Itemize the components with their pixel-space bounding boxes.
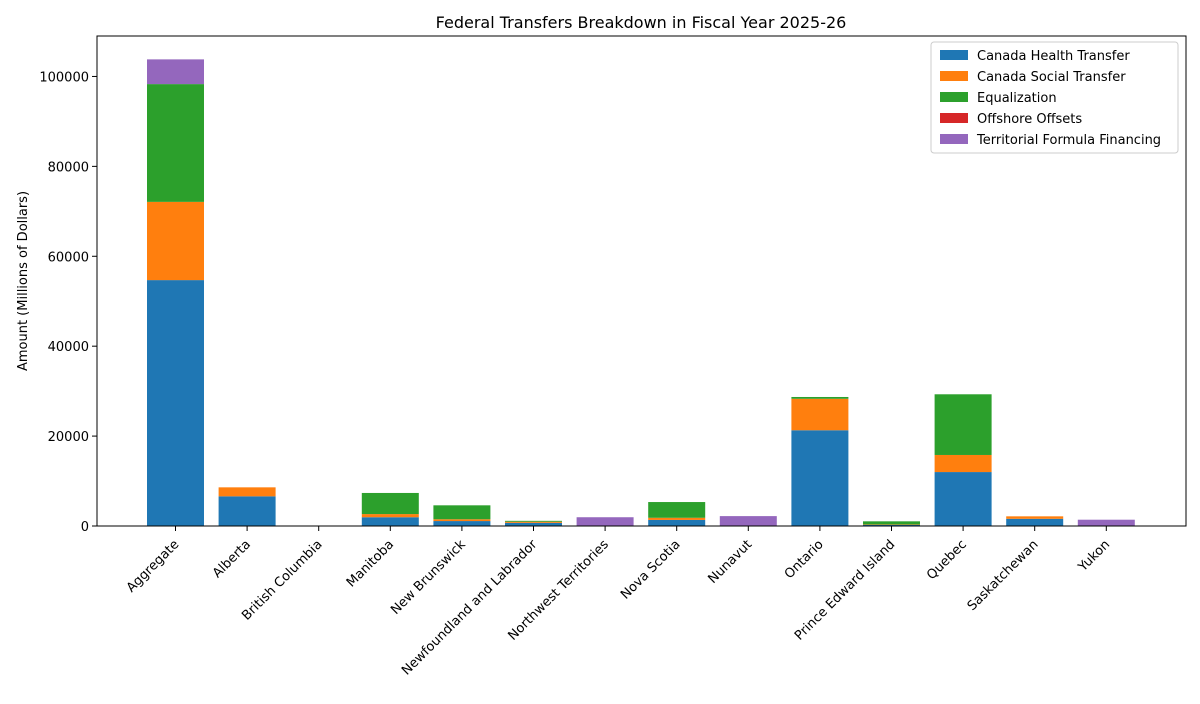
y-tick-label: 100000 <box>39 70 89 85</box>
bar-canada-social-transfer-new-brunswick <box>433 519 490 521</box>
legend-swatch-offshore-offsets <box>940 113 968 123</box>
x-tick-label-manitoba: Manitoba <box>344 537 397 590</box>
legend: Canada Health Transfer Canada Social Tran… <box>931 42 1178 153</box>
bar-canada-health-transfer-aggregate <box>147 280 204 526</box>
legend-swatch-canada-health-transfer <box>940 50 968 60</box>
y-tick-label: 20000 <box>48 430 89 445</box>
bar-territorial-formula-financing-aggregate <box>147 59 204 84</box>
legend-swatch-territorial-formula-financing <box>940 134 968 144</box>
y-tick-label: 0 <box>81 520 89 535</box>
bar-canada-social-transfer-manitoba <box>362 514 419 517</box>
legend-swatch-equalization <box>940 92 968 102</box>
bar-equalization-new-brunswick <box>433 505 490 519</box>
y-axis-label: Amount (Millions of Dollars) <box>16 191 31 371</box>
x-tick-label-alberta: Alberta <box>210 537 254 581</box>
bar-equalization-prince-edward-island <box>863 521 920 524</box>
bar-canada-health-transfer-quebec <box>935 472 992 526</box>
bar-canada-social-transfer-alberta <box>219 487 276 496</box>
bar-equalization-aggregate <box>147 84 204 202</box>
legend-swatch-canada-social-transfer <box>940 71 968 81</box>
legend-label-equalization: Equalization <box>977 91 1057 106</box>
y-tick-label: 40000 <box>48 340 89 355</box>
bar-canada-health-transfer-new-brunswick <box>433 521 490 526</box>
bar-canada-health-transfer-alberta <box>219 496 276 526</box>
x-tick-label-yukon: Yukon <box>1075 537 1113 575</box>
bar-canada-social-transfer-saskatchewan <box>1006 516 1063 518</box>
legend-label-canada-health-transfer: Canada Health Transfer <box>977 49 1130 64</box>
bar-equalization-ontario <box>791 397 848 399</box>
bar-canada-health-transfer-manitoba <box>362 517 419 526</box>
x-tick-label-nova-scotia: Nova Scotia <box>618 537 683 602</box>
legend-label-territorial-formula-financing: Territorial Formula Financing <box>976 133 1161 148</box>
bar-canada-social-transfer-ontario <box>791 399 848 430</box>
x-tick-label-new-brunswick: New Brunswick <box>388 537 469 618</box>
x-tick-label-nunavut: Nunavut <box>705 537 755 587</box>
legend-label-canada-social-transfer: Canada Social Transfer <box>977 70 1126 85</box>
x-tick-label-saskatchewan: Saskatchewan <box>965 537 1042 614</box>
x-tick-label-ontario: Ontario <box>782 537 827 582</box>
x-tick-label-aggregate: Aggregate <box>124 537 183 596</box>
y-tick-label: 80000 <box>48 160 89 175</box>
x-tick-label-british-columbia: British Columbia <box>239 537 325 623</box>
x-tick-label-newfoundland-and-labrador: Newfoundland and Labrador <box>399 537 541 679</box>
bar-canada-social-transfer-quebec <box>935 455 992 472</box>
legend-label-offshore-offsets: Offshore Offsets <box>977 112 1082 127</box>
bar-canada-social-transfer-nova-scotia <box>648 518 705 520</box>
bar-equalization-quebec <box>935 394 992 455</box>
bar-canada-social-transfer-newfoundland-and-labrador <box>505 522 562 523</box>
x-tick-label-quebec: Quebec <box>924 537 970 583</box>
bar-equalization-newfoundland-and-labrador <box>505 521 562 522</box>
bar-canada-health-transfer-saskatchewan <box>1006 519 1063 526</box>
bar-equalization-manitoba <box>362 493 419 514</box>
bar-equalization-nova-scotia <box>648 502 705 518</box>
bar-canada-health-transfer-ontario <box>791 430 848 526</box>
bar-canada-health-transfer-nova-scotia <box>648 520 705 526</box>
bar-territorial-formula-financing-yukon <box>1078 520 1135 526</box>
y-axis-ticks: 0 20000 40000 60000 80000 100000 <box>39 70 97 535</box>
y-tick-label: 60000 <box>48 250 89 265</box>
bar-territorial-formula-financing-northwest-territories <box>577 517 634 526</box>
bar-canada-social-transfer-aggregate <box>147 202 204 280</box>
bar-territorial-formula-financing-nunavut <box>720 516 777 526</box>
chart-title: Federal Transfers Breakdown in Fiscal Ye… <box>436 13 847 32</box>
